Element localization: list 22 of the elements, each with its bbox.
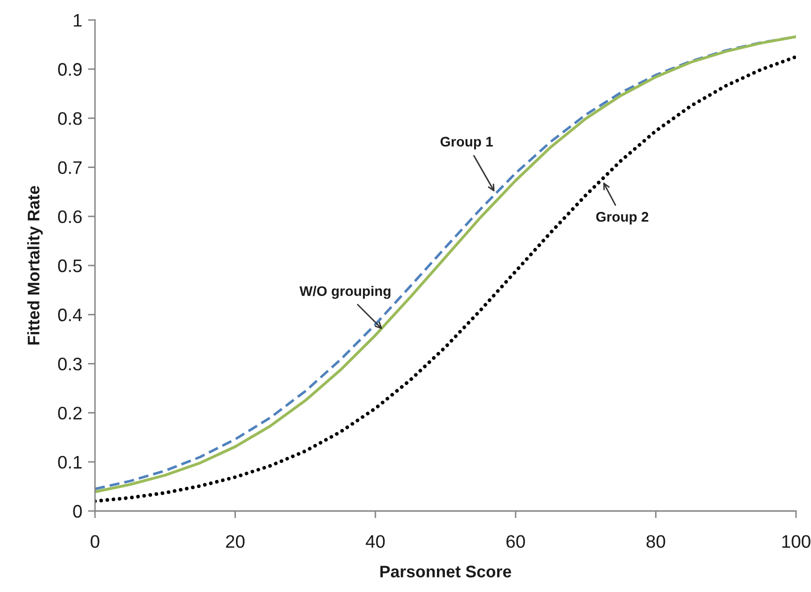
annotation: Group 2 [596, 212, 648, 225]
y-tick-label: 0 [73, 504, 82, 518]
y-tick-label: 0.5 [58, 259, 82, 272]
x-tick-label: 0 [90, 535, 100, 548]
y-tick-label: 0.8 [58, 112, 82, 125]
y-tick-label: 0.2 [58, 406, 82, 420]
y-tick-label: 0.1 [58, 456, 82, 469]
x-axis-title: Parsonnet Score [380, 566, 512, 578]
y-tick-label: 0.4 [58, 308, 82, 322]
y-tick-label: 0.6 [58, 210, 82, 224]
y-tick-label: 1 [74, 14, 82, 27]
y-tick-label: 0.7 [58, 161, 82, 174]
x-tick-label: 60 [506, 535, 525, 548]
y-tick-label: 0.3 [58, 358, 82, 370]
x-tick-label: 40 [366, 535, 385, 548]
x-tick-label: 20 [226, 535, 245, 548]
x-tick-label: 80 [646, 535, 666, 548]
x-tick-label: 100 [782, 535, 810, 548]
annotation: W/O grouping [300, 286, 390, 299]
annotation: Group 1 [440, 136, 493, 150]
y-axis-title: Fitted Mortality Rate [27, 186, 43, 344]
y-tick-label: 0.9 [58, 63, 82, 76]
